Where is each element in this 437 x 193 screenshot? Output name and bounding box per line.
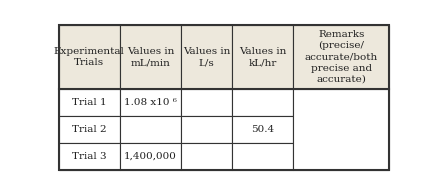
Text: Values in
mL/min: Values in mL/min bbox=[127, 47, 174, 67]
Bar bbox=[232, 25, 293, 89]
Bar bbox=[181, 89, 232, 116]
Bar bbox=[120, 89, 181, 116]
Text: Values in
kL/hr: Values in kL/hr bbox=[239, 47, 287, 67]
Bar bbox=[181, 25, 232, 89]
Text: 1.08 x10 ⁶: 1.08 x10 ⁶ bbox=[124, 98, 177, 107]
Text: Values in
L/s: Values in L/s bbox=[183, 47, 230, 67]
Bar bbox=[120, 25, 181, 89]
Bar bbox=[232, 143, 293, 170]
Text: Trial 3: Trial 3 bbox=[72, 152, 107, 161]
Bar bbox=[59, 116, 120, 143]
Bar bbox=[59, 143, 120, 170]
Bar bbox=[293, 25, 389, 89]
Bar bbox=[181, 143, 232, 170]
Text: Trial 2: Trial 2 bbox=[72, 125, 107, 134]
Bar bbox=[232, 116, 293, 143]
Bar bbox=[120, 143, 181, 170]
Bar bbox=[232, 89, 293, 116]
Text: 50.4: 50.4 bbox=[251, 125, 274, 134]
Text: Experimental
Trials: Experimental Trials bbox=[54, 47, 125, 67]
Bar bbox=[59, 25, 120, 89]
Bar bbox=[59, 89, 120, 116]
Text: Remarks
(precise/
accurate/both
precise and
accurate): Remarks (precise/ accurate/both precise … bbox=[305, 30, 378, 84]
Text: 1,400,000: 1,400,000 bbox=[124, 152, 177, 161]
Bar bbox=[181, 116, 232, 143]
Bar bbox=[120, 116, 181, 143]
Bar bbox=[293, 89, 389, 170]
Text: Trial 1: Trial 1 bbox=[72, 98, 107, 107]
